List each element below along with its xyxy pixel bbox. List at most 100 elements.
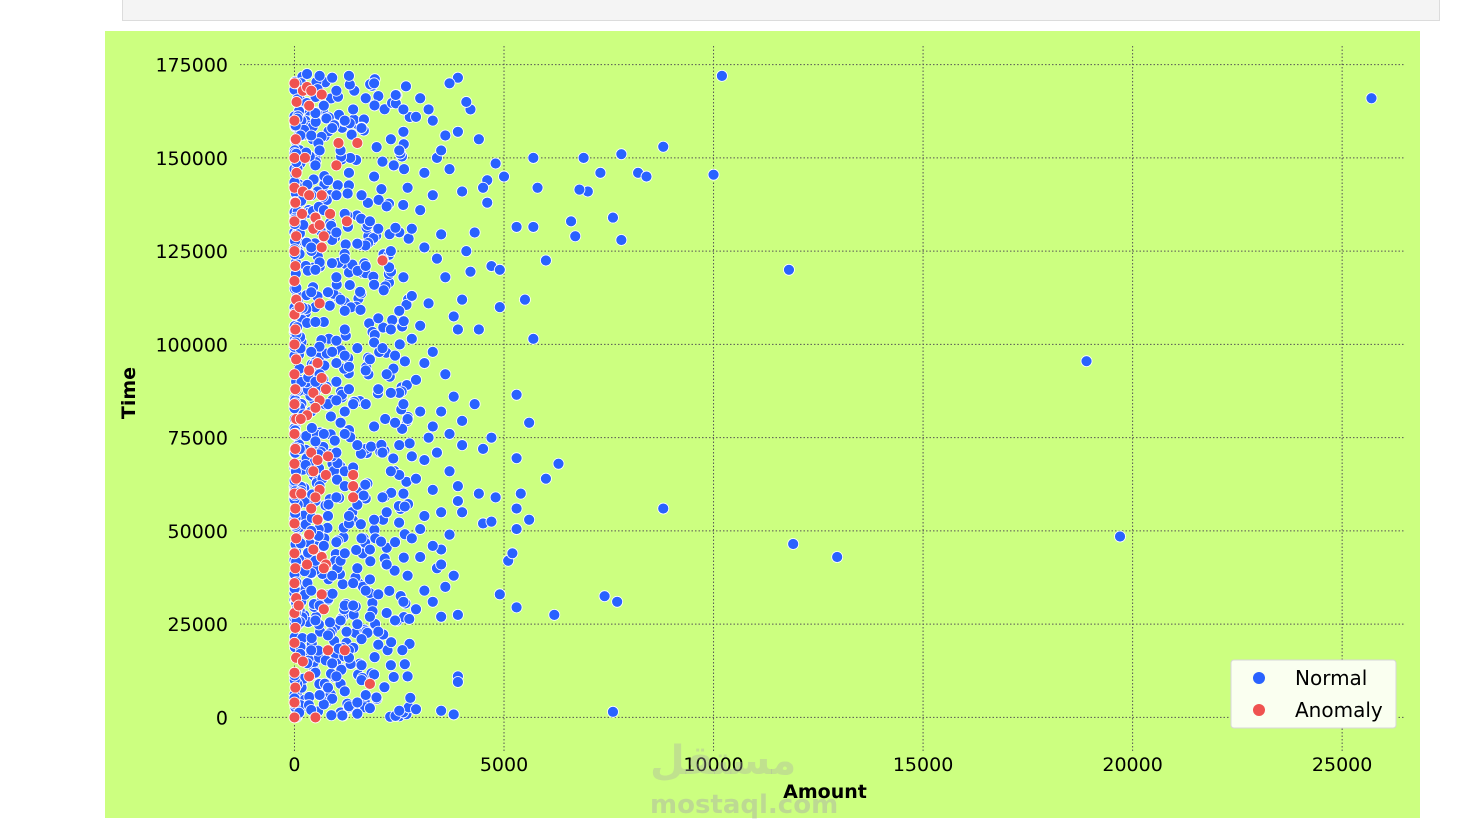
x-tick-label: 0 — [288, 754, 300, 776]
data-point-anomaly — [290, 532, 303, 545]
data-point-normal — [305, 422, 318, 434]
data-point-normal — [380, 506, 393, 519]
data-point-anomaly — [307, 465, 320, 478]
data-point-anomaly — [288, 245, 301, 258]
data-point-normal — [364, 543, 376, 556]
data-point-normal — [336, 578, 349, 591]
data-point-normal — [615, 148, 628, 161]
data-point-normal — [414, 92, 427, 105]
y-tick-label: 75000 — [168, 428, 228, 450]
data-point-normal — [383, 584, 396, 597]
data-point-anomaly — [288, 338, 301, 351]
data-point-anomaly — [288, 636, 301, 649]
data-point-normal — [330, 357, 343, 369]
data-point-normal — [340, 625, 353, 638]
data-point-anomaly — [305, 84, 318, 97]
data-point-normal — [384, 465, 397, 478]
data-point-normal — [510, 523, 523, 535]
x-tick-label: 10000 — [683, 754, 743, 776]
data-point-normal — [410, 472, 422, 485]
data-point-normal — [414, 405, 427, 418]
data-point-normal — [338, 252, 351, 265]
data-point-normal — [397, 551, 410, 564]
data-point-normal — [305, 632, 318, 644]
data-point-normal — [439, 129, 452, 142]
data-point-anomaly — [301, 558, 313, 571]
data-point-normal — [452, 480, 464, 493]
data-point-normal — [418, 510, 431, 522]
data-point-anomaly — [295, 487, 308, 500]
data-points — [288, 68, 1378, 724]
data-point-anomaly — [338, 644, 351, 657]
data-point-normal — [331, 473, 343, 486]
data-point-normal — [388, 564, 401, 577]
data-point-normal — [378, 681, 391, 694]
data-point-anomaly — [332, 137, 345, 149]
data-point-normal — [456, 293, 469, 306]
data-point-anomaly — [288, 696, 301, 709]
data-point-normal — [380, 368, 393, 381]
data-point-normal — [324, 616, 336, 629]
legend-label-normal: Normal — [1295, 666, 1367, 690]
data-point-normal — [506, 547, 519, 560]
watermark-logo: مستقل — [650, 738, 797, 784]
data-point-normal — [397, 315, 410, 328]
data-point-normal — [387, 452, 400, 465]
data-point-anomaly — [313, 297, 326, 310]
data-point-normal — [372, 312, 385, 325]
data-point-anomaly — [347, 469, 360, 481]
data-point-anomaly — [288, 275, 301, 287]
data-point-normal — [1114, 530, 1126, 543]
data-point-normal — [405, 450, 418, 463]
data-point-normal — [439, 580, 452, 593]
data-point-normal — [468, 226, 481, 239]
data-point-normal — [384, 387, 397, 399]
data-point-anomaly — [290, 230, 303, 243]
data-point-normal — [330, 226, 343, 239]
data-point-anomaly — [347, 480, 360, 493]
data-point-normal — [375, 183, 388, 195]
data-point-normal — [368, 77, 381, 90]
data-point-normal — [472, 487, 485, 500]
data-point-normal — [364, 353, 376, 366]
data-point-normal — [414, 523, 427, 535]
data-point-normal — [422, 297, 435, 310]
data-point-normal — [317, 428, 330, 440]
data-point-normal — [364, 610, 376, 623]
data-point-normal — [398, 163, 410, 176]
data-point-normal — [405, 222, 418, 235]
data-point-anomaly — [289, 562, 302, 575]
data-point-normal — [493, 263, 506, 276]
data-point-normal — [452, 495, 464, 507]
data-point-normal — [452, 676, 464, 688]
data-point-anomaly — [288, 398, 301, 410]
data-point-normal — [330, 536, 343, 549]
data-point-normal — [309, 435, 322, 448]
data-point-normal — [552, 457, 565, 470]
data-point-normal — [519, 293, 531, 306]
data-point-normal — [384, 133, 397, 146]
data-point-normal — [783, 263, 795, 276]
data-point-anomaly — [289, 622, 302, 634]
data-point-normal — [831, 551, 844, 563]
data-point-normal — [435, 704, 448, 717]
data-point-normal — [707, 168, 720, 181]
data-point-anomaly — [376, 254, 389, 267]
data-point-normal — [611, 595, 624, 608]
data-point-normal — [313, 144, 326, 157]
data-point-normal — [372, 193, 385, 206]
data-point-normal — [309, 263, 322, 276]
data-point-normal — [368, 170, 381, 183]
data-point-normal — [364, 555, 377, 568]
data-point-normal — [435, 405, 448, 418]
data-point-anomaly — [290, 472, 303, 485]
data-point-normal — [426, 189, 439, 202]
data-point-normal — [343, 383, 355, 396]
data-point-normal — [305, 129, 318, 142]
legend: Normal Anomaly — [1230, 659, 1397, 729]
legend-box — [1230, 659, 1397, 729]
data-point-normal — [330, 375, 343, 388]
data-point-normal — [481, 196, 494, 209]
scatter-chart: 0 5000 10000 15000 20000 25000 0 25000 50000 750… — [105, 31, 1420, 818]
data-point-normal — [435, 228, 448, 241]
